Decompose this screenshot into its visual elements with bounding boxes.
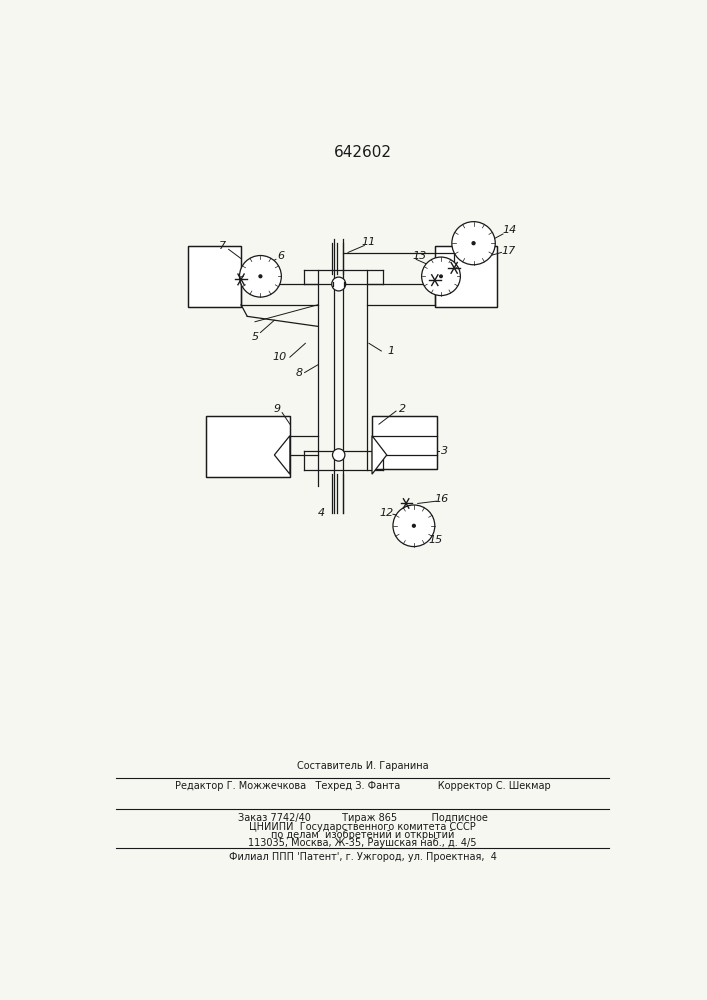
Bar [206, 416, 290, 477]
Text: 9: 9 [273, 404, 280, 414]
Text: 15: 15 [428, 535, 443, 545]
Bar [206, 416, 290, 477]
Circle shape [421, 257, 460, 296]
Text: 10: 10 [273, 352, 287, 362]
Bar [187, 246, 241, 307]
Text: 2: 2 [399, 404, 406, 414]
Bar [372, 416, 437, 469]
Text: Филиал ППП 'Патент', г. Ужгород, ул. Проектная,  4: Филиал ППП 'Патент', г. Ужгород, ул. Про… [229, 852, 496, 861]
Text: 8: 8 [296, 368, 303, 378]
Circle shape [412, 524, 415, 527]
Text: 1: 1 [387, 346, 395, 356]
Text: 12: 12 [380, 508, 394, 518]
Text: 113035, Москва, Ж-35, Раушская наб., д. 4/5: 113035, Москва, Ж-35, Раушская наб., д. … [248, 838, 477, 848]
Bar [372, 416, 437, 469]
Text: 3: 3 [441, 446, 448, 456]
Text: 7: 7 [219, 241, 226, 251]
Polygon shape [372, 436, 387, 474]
Text: 17: 17 [501, 246, 515, 256]
Text: ЦНИИПИ  Государственного комитета СССР: ЦНИИПИ Государственного комитета СССР [250, 822, 476, 832]
Text: Составитель И. Гаранина: Составитель И. Гаранина [297, 761, 428, 771]
Text: 11: 11 [362, 237, 376, 247]
Bar [435, 246, 497, 307]
Circle shape [472, 242, 475, 245]
Text: 16: 16 [435, 494, 449, 504]
Text: Заказ 7742/40          Тираж 865           Подписное: Заказ 7742/40 Тираж 865 Подписное [238, 813, 488, 823]
Circle shape [440, 275, 443, 278]
Circle shape [259, 275, 262, 278]
Circle shape [393, 505, 435, 547]
Circle shape [332, 277, 346, 291]
Circle shape [332, 449, 345, 461]
Bar [435, 246, 497, 307]
Text: 13: 13 [413, 251, 427, 261]
Polygon shape [274, 436, 290, 474]
Text: Редактор Г. Можжечкова   Техред З. Фанта            Корректор С. Шекмар: Редактор Г. Можжечкова Техред З. Фанта К… [175, 781, 551, 791]
Text: 14: 14 [502, 225, 516, 235]
Circle shape [240, 256, 281, 297]
Text: 6: 6 [277, 251, 284, 261]
Circle shape [452, 222, 495, 265]
Text: 5: 5 [252, 332, 259, 342]
Bar [187, 246, 241, 307]
Text: 642602: 642602 [334, 145, 392, 160]
Text: 4: 4 [317, 508, 325, 518]
Text: по делам  изобретений и открытий: по делам изобретений и открытий [271, 830, 455, 840]
